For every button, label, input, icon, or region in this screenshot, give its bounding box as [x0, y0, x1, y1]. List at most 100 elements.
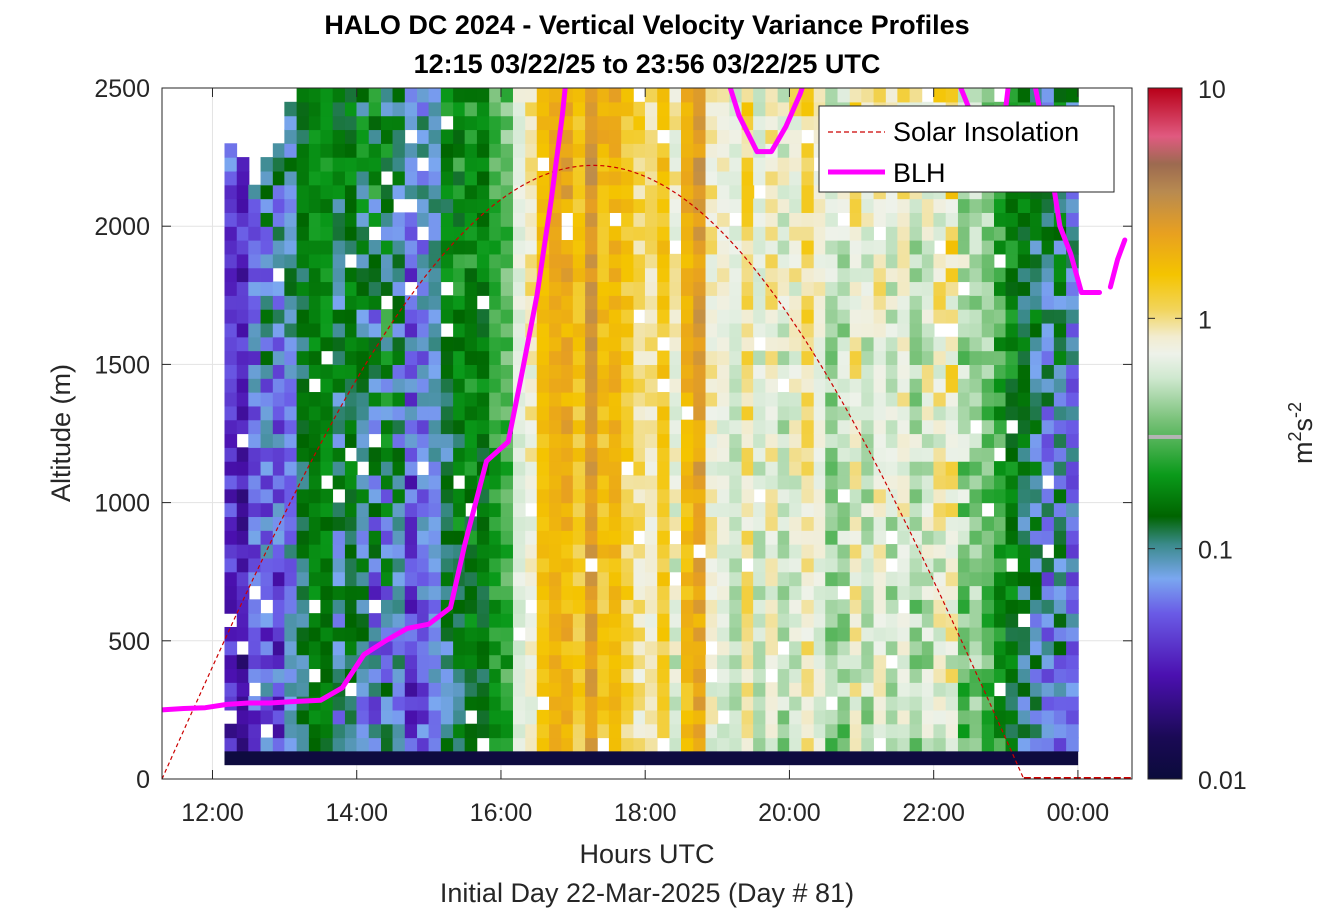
heatmap-cell [753, 198, 766, 213]
heatmap-cell [669, 419, 683, 435]
heatmap-cell [417, 668, 430, 683]
heatmap-cell [777, 571, 791, 587]
heatmap-cell [404, 544, 418, 559]
heatmap-cell [933, 253, 947, 269]
heatmap-cell [332, 668, 346, 683]
heatmap-cell [296, 502, 310, 518]
heatmap-cell [837, 516, 851, 531]
heatmap-cell [994, 267, 1007, 283]
heatmap-cell [308, 226, 322, 241]
heatmap-cell [717, 557, 730, 573]
heatmap-cell [801, 212, 815, 227]
heatmap-cell [417, 364, 430, 379]
heatmap-cell [994, 226, 1007, 241]
heatmap-cell [464, 129, 478, 144]
heatmap-cell [969, 488, 983, 504]
heatmap-cell [572, 170, 586, 186]
heatmap-cell [332, 143, 346, 158]
heatmap-cell [729, 599, 742, 614]
heatmap-cell [381, 253, 394, 269]
heatmap-cell [597, 461, 610, 476]
heatmap-cell [489, 226, 502, 241]
heatmap-cell [789, 253, 802, 269]
heatmap-cell [994, 419, 1007, 435]
heatmap-cell [440, 226, 454, 241]
heatmap-cell [789, 309, 802, 324]
heatmap-cell [789, 530, 802, 545]
heatmap-cell [813, 309, 827, 324]
heatmap-cell [525, 474, 538, 490]
heatmap-cell [236, 309, 250, 324]
heatmap-cell [777, 433, 791, 448]
heatmap-cell [236, 530, 250, 545]
heatmap-cell [608, 405, 622, 421]
heatmap-cell [597, 682, 610, 697]
heatmap-cell [440, 170, 454, 186]
heatmap-cell [536, 88, 550, 103]
heatmap-cell [368, 585, 382, 600]
heatmap-cell [536, 405, 550, 421]
heatmap-cell [561, 240, 574, 255]
heatmap-cell [644, 571, 658, 587]
heatmap-cell [1017, 88, 1031, 103]
heatmap-cell [861, 488, 874, 504]
heatmap-cell [873, 682, 887, 697]
heatmap-cell [1066, 322, 1079, 338]
heatmap-cell [512, 668, 526, 683]
heatmap-cell [464, 350, 478, 365]
heatmap-cell [813, 474, 827, 490]
heatmap-cell [489, 405, 502, 421]
heatmap-cell [272, 613, 286, 628]
heatmap-cell [248, 433, 261, 448]
heatmap-cell [885, 640, 899, 656]
heatmap-cell [236, 253, 250, 269]
heatmap-cell [417, 184, 430, 200]
heatmap-cell [512, 433, 526, 448]
heatmap-cell [729, 253, 742, 269]
heatmap-cell [476, 88, 490, 103]
heatmap-cell [476, 170, 490, 186]
heatmap-cell [284, 405, 297, 421]
heatmap-cell [368, 101, 382, 117]
heatmap-cell [585, 474, 598, 490]
heatmap-cell [969, 378, 983, 393]
heatmap-cell [729, 696, 742, 711]
heatmap-cell [476, 129, 490, 144]
heatmap-cell [801, 516, 815, 531]
heatmap-cell [272, 157, 286, 172]
heatmap-cell [873, 640, 887, 656]
heatmap-cell [417, 129, 430, 144]
heatmap-cell [489, 392, 502, 407]
heatmap-cell [969, 544, 983, 559]
heatmap-cell [657, 184, 670, 200]
heatmap-cell [344, 309, 358, 324]
heatmap-cell [1066, 723, 1079, 739]
heatmap-cell [693, 488, 706, 504]
heatmap-cell [608, 585, 622, 600]
heatmap-cell [381, 198, 394, 213]
heatmap-cell [633, 295, 647, 310]
heatmap-cell [296, 281, 310, 296]
heatmap-cell [801, 253, 815, 269]
heatmap-cell [392, 682, 406, 697]
heatmap-cell [633, 668, 647, 683]
heatmap-cell [224, 253, 238, 269]
heatmap-cell [549, 530, 562, 545]
heatmap-cell [561, 502, 574, 518]
heatmap-cell [633, 474, 647, 490]
heatmap-cell [1030, 309, 1043, 324]
heatmap-cell [693, 309, 706, 324]
heatmap-cell [801, 433, 815, 448]
heatmap-cell [500, 170, 514, 186]
heatmap-cell [320, 419, 334, 435]
heatmap-cell [981, 350, 995, 365]
heatmap-cell [1017, 240, 1031, 255]
heatmap-cell [1066, 405, 1079, 421]
heatmap-cell [561, 267, 574, 283]
heatmap-cell [344, 571, 358, 587]
heatmap-cell [633, 682, 647, 697]
heatmap-cell [500, 336, 514, 352]
heatmap-cell [921, 488, 935, 504]
heatmap-cell [837, 364, 851, 379]
heatmap-cell [861, 557, 874, 573]
